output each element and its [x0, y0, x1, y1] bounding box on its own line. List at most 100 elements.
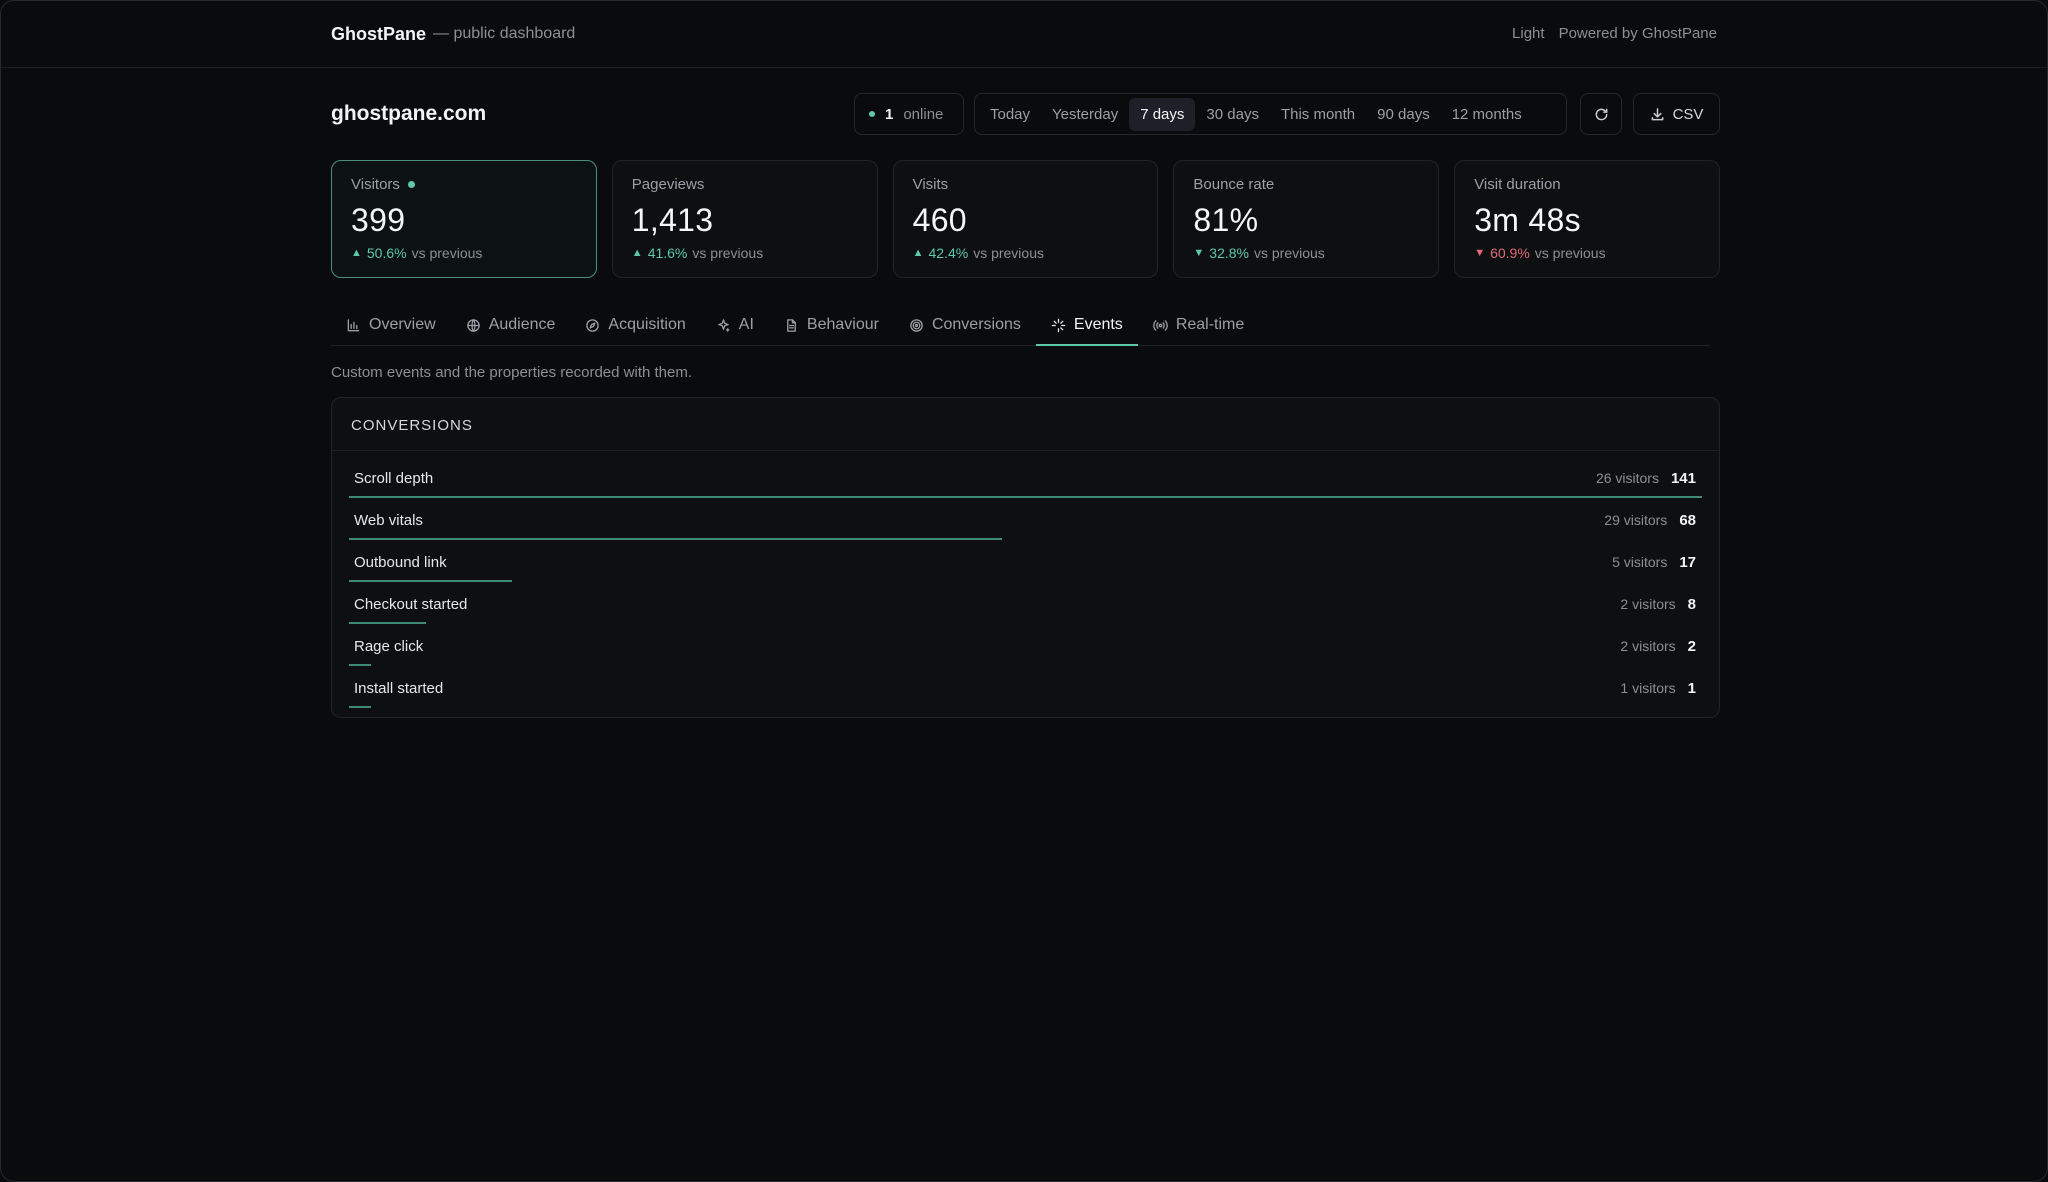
- tab-real-time[interactable]: Real-time: [1138, 305, 1259, 345]
- event-name: Outbound link: [354, 554, 447, 571]
- tab-ai[interactable]: AI: [701, 305, 769, 345]
- list-item[interactable]: Install started 1 visitors 1: [349, 668, 1702, 710]
- globe-icon: [466, 318, 480, 332]
- stat-delta: ▼ 32.8% vs previous: [1193, 245, 1419, 261]
- spark-icon: [1051, 318, 1066, 332]
- event-bar: [349, 664, 371, 666]
- arrow-up-icon: ▲: [912, 247, 924, 259]
- tab-label: Overview: [369, 316, 436, 333]
- event-count: 17: [1679, 554, 1696, 571]
- range-12-months[interactable]: 12 months: [1451, 105, 1522, 123]
- list-item[interactable]: Checkout started 2 visitors 8: [349, 584, 1702, 626]
- range-this-month[interactable]: This month: [1280, 105, 1356, 123]
- csv-export-button[interactable]: CSV: [1633, 93, 1720, 135]
- tab-conversions[interactable]: Conversions: [894, 305, 1036, 345]
- delta-value: 32.8%: [1209, 245, 1249, 261]
- section-description: Custom events and the properties recorde…: [331, 364, 693, 381]
- tab-label: Audience: [488, 316, 556, 333]
- event-stats: 5 visitors 17: [1612, 554, 1696, 571]
- date-range-selector: Today Yesterday 7 days 30 days This month 90 …: [974, 93, 1567, 135]
- range-today[interactable]: Today: [990, 105, 1031, 123]
- online-count: 1: [885, 105, 894, 123]
- target-icon: [910, 318, 923, 332]
- list-item[interactable]: Scroll depth 26 visitors 141: [349, 458, 1702, 500]
- event-name: Web vitals: [354, 512, 423, 529]
- list-item[interactable]: Rage click 2 visitors 2: [349, 626, 1702, 668]
- tab-overview[interactable]: Overview: [331, 305, 451, 345]
- event-name: Rage click: [354, 638, 424, 655]
- delta-suffix: vs previous: [411, 245, 483, 261]
- stat-value: 3m 48s: [1474, 202, 1581, 238]
- stat-label: Pageviews: [632, 176, 858, 193]
- event-visitors: 1 visitors: [1620, 680, 1676, 696]
- tab-behaviour[interactable]: Behaviour: [769, 305, 894, 345]
- arrow-down-icon: ▼: [1474, 247, 1486, 259]
- event-bar: [349, 580, 512, 582]
- stat-card-visits[interactable]: Visits 460 ▲ 42.4% vs previous: [892, 160, 1159, 278]
- event-count: 141: [1670, 470, 1696, 487]
- conversions-panel: CONVERSIONS Scroll depth 26 visitors 141 We…: [331, 397, 1720, 718]
- event-visitors: 29 visitors: [1604, 512, 1668, 528]
- brand-name[interactable]: GhostPane: [331, 24, 427, 44]
- stat-label-text: Bounce rate: [1193, 176, 1275, 193]
- event-bar: [349, 622, 426, 624]
- stat-card-bounce-rate[interactable]: Bounce rate 81% ▼ 32.8% vs previous: [1173, 160, 1440, 278]
- event-visitors: 5 visitors: [1612, 554, 1668, 570]
- panel-title: CONVERSIONS: [332, 398, 1719, 451]
- theme-toggle[interactable]: Light: [1512, 25, 1545, 42]
- delta-suffix: vs previous: [1534, 245, 1606, 261]
- bar-chart-icon: [347, 318, 360, 331]
- arrow-down-icon: ▼: [1193, 247, 1205, 259]
- top-bar: GhostPane — public dashboard Light Power…: [1, 1, 2047, 68]
- stat-card-visit-duration[interactable]: Visit duration 3m 48s ▼ 60.9% vs previous: [1454, 160, 1720, 278]
- stat-label-text: Visit duration: [1474, 176, 1561, 193]
- stat-label: Visits: [913, 176, 1139, 193]
- range-7-days[interactable]: 7 days: [1129, 97, 1196, 131]
- stat-value: 399: [351, 202, 406, 238]
- range-90-days[interactable]: 90 days: [1377, 105, 1430, 123]
- stat-cards: Visitors 399 ▲ 50.6% vs previous Pageviews 1,4…: [331, 160, 1720, 278]
- delta-value: 60.9%: [1490, 245, 1530, 261]
- tab-label: Real-time: [1175, 316, 1245, 333]
- compass-icon: [586, 318, 600, 332]
- refresh-button[interactable]: [1580, 93, 1622, 135]
- list-item[interactable]: Outbound link 5 visitors 17: [349, 542, 1702, 584]
- event-visitors: 26 visitors: [1595, 470, 1659, 486]
- live-dot-icon: [407, 181, 415, 188]
- tab-acquisition[interactable]: Acquisition: [570, 305, 700, 345]
- stat-value: 1,413: [631, 202, 714, 238]
- event-count: 8: [1687, 596, 1696, 613]
- tab-events[interactable]: Events: [1035, 305, 1138, 346]
- stat-delta: ▲ 42.4% vs previous: [913, 245, 1139, 261]
- stat-label-text: Visits: [912, 176, 949, 193]
- event-bar: [349, 496, 1702, 498]
- broadcast-icon: [1153, 319, 1168, 331]
- event-stats: 2 visitors 2: [1620, 638, 1696, 655]
- tab-label: Behaviour: [806, 316, 879, 333]
- range-yesterday[interactable]: Yesterday: [1052, 105, 1119, 123]
- document-icon: [787, 318, 796, 332]
- event-bar: [349, 706, 371, 708]
- event-visitors: 2 visitors: [1620, 638, 1676, 654]
- stat-value: 81%: [1193, 202, 1259, 238]
- stat-card-pageviews[interactable]: Pageviews 1,413 ▲ 41.6% vs previous: [611, 160, 878, 278]
- delta-value: 42.4%: [928, 245, 969, 261]
- stat-value: 460: [912, 202, 967, 238]
- stat-delta: ▲ 50.6% vs previous: [351, 245, 577, 261]
- stat-delta: ▼ 60.9% vs previous: [1474, 245, 1700, 261]
- tab-label: Conversions: [931, 316, 1021, 333]
- section-tabs: Overview Audience Acquisition AI Behaviour Co…: [331, 305, 1710, 346]
- event-stats: 29 visitors 68: [1604, 512, 1696, 529]
- stat-card-visitors[interactable]: Visitors 399 ▲ 50.6% vs previous: [331, 160, 597, 278]
- tab-audience[interactable]: Audience: [451, 305, 571, 345]
- online-indicator[interactable]: 1 online: [854, 93, 964, 135]
- site-title: ghostpane.com: [331, 102, 487, 125]
- list-item[interactable]: Web vitals 29 visitors 68: [349, 500, 1702, 542]
- download-icon: [1651, 107, 1663, 120]
- event-stats: 26 visitors 141: [1596, 470, 1696, 487]
- powered-by-link[interactable]: Powered by GhostPane: [1558, 25, 1717, 42]
- range-30-days[interactable]: 30 days: [1206, 105, 1259, 123]
- event-stats: 2 visitors 8: [1620, 596, 1696, 613]
- stat-delta: ▲ 41.6% vs previous: [632, 245, 858, 261]
